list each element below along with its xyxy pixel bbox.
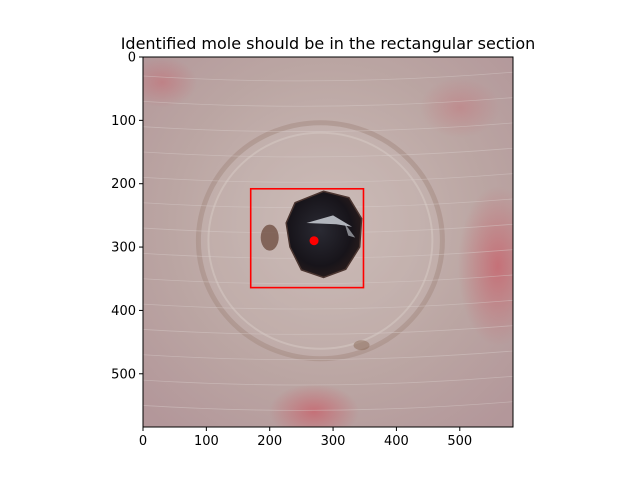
- skin-texture-line: [143, 401, 513, 411]
- y-tick-label: 0: [128, 51, 136, 66]
- skin-texture-line: [143, 122, 513, 132]
- y-tick-label: 500: [111, 367, 136, 382]
- dermoscope-ring-inner: [207, 131, 434, 350]
- skin-texture-line: [143, 173, 513, 183]
- x-axis: 0 100 200 300 400 500: [139, 427, 472, 449]
- redness-patch-topleft: [143, 57, 197, 108]
- skin-texture-line: [143, 71, 513, 82]
- chart-title: Identified mole should be in the rectang…: [121, 34, 536, 53]
- y-tick-label: 300: [111, 241, 136, 256]
- skin-image: [143, 57, 513, 427]
- x-tick-label: 300: [321, 434, 346, 449]
- redness-patch-right: [457, 186, 513, 347]
- y-tick-label: 100: [111, 114, 136, 129]
- y-axis: 0 100 200 300 400 500: [111, 51, 143, 382]
- pigment-spot-lower: [353, 340, 370, 351]
- x-tick-label: 400: [384, 434, 409, 449]
- x-tick-label: 100: [194, 434, 219, 449]
- skin-texture-line: [143, 375, 513, 386]
- axes-frame: [142, 56, 514, 428]
- x-tick-label: 500: [447, 434, 472, 449]
- mole-center-point: [309, 236, 319, 246]
- skin-texture-line: [143, 299, 513, 310]
- skin-texture-line: [143, 147, 513, 158]
- skin-texture-line: [143, 274, 513, 285]
- pigment-spot: [260, 224, 279, 251]
- skin-texture-line: [143, 325, 513, 335]
- skin-texture-line: [143, 350, 513, 361]
- redness-patch-bottom: [269, 383, 360, 427]
- x-tick-label: 0: [139, 434, 147, 449]
- mole-highlight-small: [344, 222, 356, 238]
- y-tick-label: 400: [111, 304, 136, 319]
- mole: [285, 190, 363, 279]
- y-tick-label: 200: [111, 177, 136, 192]
- mole-highlight: [306, 215, 353, 227]
- redness-patch-topright: [419, 77, 500, 138]
- skin-texture-line: [143, 97, 513, 107]
- x-tick-label: 200: [257, 434, 282, 449]
- mole-bounding-rectangle: [249, 187, 365, 289]
